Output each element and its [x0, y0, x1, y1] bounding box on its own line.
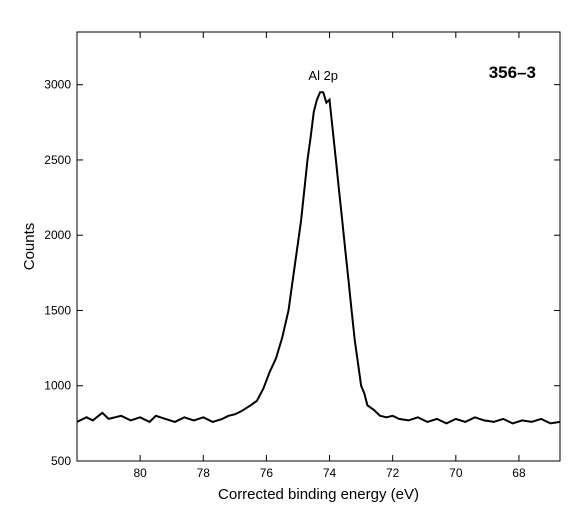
x-tick-label-2: 76	[260, 466, 274, 480]
y-tick-label-1: 1000	[44, 379, 71, 393]
series-line	[76, 91, 561, 425]
plot-area	[76, 31, 561, 462]
peak-annotation: Al 2p	[308, 68, 338, 83]
y-tick-label-5: 3000	[44, 78, 71, 92]
y-tick-label-3: 2000	[44, 228, 71, 242]
x-tick-label-3: 74	[323, 466, 337, 480]
y-tick-label-0: 500	[51, 454, 71, 468]
x-tick-label-1: 78	[197, 466, 211, 480]
x-tick-label-5: 70	[449, 466, 463, 480]
x-axis-title: Corrected binding energy (eV)	[218, 486, 419, 503]
axis-ticks: 80 78 76 74 72 70 68 500 1000 1500 2000 2500 3000	[44, 32, 560, 480]
x-tick-label-0: 80	[133, 466, 147, 480]
y-tick-label-4: 2500	[44, 153, 71, 167]
x-tick-label-4: 72	[386, 466, 400, 480]
panel-label: 356–3	[489, 63, 536, 82]
x-tick-label-6: 68	[512, 466, 526, 480]
y-axis-title: Counts	[21, 223, 38, 271]
y-tick-label-2: 1500	[44, 303, 71, 317]
